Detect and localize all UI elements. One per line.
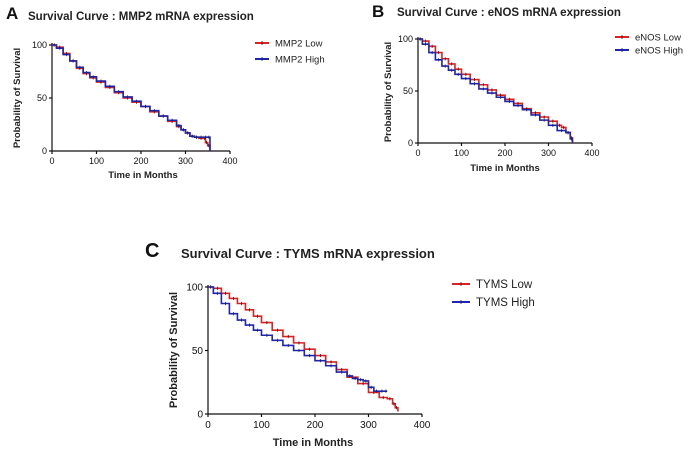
legend-b: eNOS Low eNOS High — [615, 32, 683, 56]
y-tick-label: 0 — [197, 410, 203, 421]
legend-label: MMP2 High — [275, 54, 325, 65]
x-tick-label: 400 — [584, 148, 599, 158]
x-tick-label: 0 — [415, 148, 420, 158]
x-tick-label: 100 — [454, 148, 469, 158]
x-axis-label-c: Time in Months — [273, 437, 353, 449]
chart-title-c: Survival Curve : TYMS mRNA expression — [181, 246, 435, 261]
legend-label: TYMS High — [476, 297, 535, 309]
panel-a: A Survival Curve : MMP2 mRNA expression … — [6, 4, 325, 181]
panel-b: B Survival Curve : eNOS mRNA expression … — [372, 2, 683, 174]
series-line-enos-low — [418, 38, 574, 143]
y-tick-label: 0 — [408, 138, 413, 148]
x-tick-label: 300 — [178, 156, 193, 166]
x-tick-label: 0 — [205, 420, 211, 431]
y-tick-label: 100 — [32, 40, 47, 50]
y-tick-label: 0 — [42, 146, 47, 156]
x-tick-label: 300 — [541, 148, 556, 158]
y-axis-label-c: Probability of Survival — [168, 292, 180, 408]
series-c — [208, 285, 399, 412]
ticks-b: 0 100 200 300 400 0 50 100 — [398, 34, 600, 158]
y-axis-label-a: Probability of Survival — [12, 48, 23, 148]
y-tick-label: 50 — [37, 93, 47, 103]
x-tick-label: 200 — [307, 420, 324, 431]
legend-a: MMP2 Low MMP2 High — [255, 38, 325, 65]
panel-letter-b: B — [372, 2, 384, 21]
legend-label: TYMS Low — [476, 279, 533, 291]
x-tick-label: 300 — [360, 420, 377, 431]
x-tick-label: 200 — [497, 148, 512, 158]
y-axis-label-b: Probability of Survival — [383, 42, 394, 142]
x-axis-label-b: Time in Months — [470, 163, 540, 174]
y-axis-title-c: Probability of Survival — [168, 292, 180, 408]
y-axis-title-a: Probability of Survival — [12, 48, 23, 148]
x-tick-label: 200 — [133, 156, 148, 166]
legend-c: TYMS Low TYMS High — [452, 279, 535, 309]
y-tick-label: 50 — [192, 346, 204, 357]
y-axis-title-b: Probability of Survival — [383, 42, 394, 142]
chart-title-b: Survival Curve : eNOS mRNA expression — [397, 7, 621, 19]
legend-label: eNOS Low — [635, 32, 681, 43]
x-tick-label: 400 — [414, 420, 431, 431]
chart-title-a: Survival Curve : MMP2 mRNA expression — [28, 11, 254, 23]
x-tick-label: 0 — [49, 156, 54, 166]
panel-letter-c: C — [145, 240, 159, 262]
x-tick-label: 100 — [253, 420, 270, 431]
series-line-enos-high — [418, 38, 574, 143]
y-tick-label: 100 — [398, 34, 413, 44]
series-line-tyms-low — [208, 286, 399, 412]
panel-letter-a: A — [6, 4, 18, 23]
legend-label: eNOS High — [635, 45, 683, 56]
ticks-c: 0 100 200 300 400 0 50 100 — [186, 283, 430, 432]
panel-c: C Survival Curve : TYMS mRNA expression … — [145, 240, 535, 449]
y-tick-label: 100 — [186, 283, 203, 294]
axes-a — [51, 43, 230, 152]
series-line-tyms-high — [208, 286, 388, 392]
x-tick-label: 100 — [89, 156, 104, 166]
y-tick-label: 50 — [403, 86, 413, 96]
ticks-a: 0 100 200 300 400 0 50 100 — [32, 40, 238, 166]
legend-label: MMP2 Low — [275, 38, 323, 49]
x-tick-label: 400 — [222, 156, 237, 166]
series-b — [418, 37, 574, 143]
x-axis-label-a: Time in Months — [108, 170, 178, 181]
series-a — [52, 43, 211, 151]
